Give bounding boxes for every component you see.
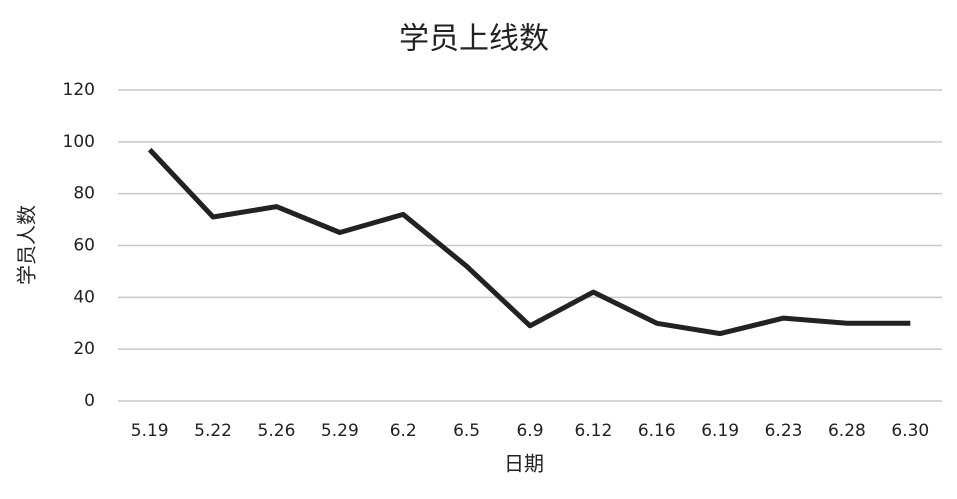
- y-tick-label: 100: [63, 132, 95, 152]
- y-tick-label: 20: [73, 339, 95, 359]
- x-tick-label: 6.30: [891, 421, 929, 441]
- chart-title: 学员上线数: [399, 22, 549, 57]
- y-axis-label: 学员人数: [15, 205, 39, 285]
- data-line: [147, 147, 911, 337]
- x-tick-label: 6.28: [828, 421, 866, 441]
- y-tick-label: 120: [63, 80, 95, 100]
- x-tick-label: 6.19: [701, 421, 739, 441]
- x-tick-label: 5.29: [321, 421, 359, 441]
- y-tick-label: 40: [73, 287, 95, 307]
- x-tick-label: 6.16: [638, 421, 676, 441]
- x-tick-label: 6.2: [390, 421, 417, 441]
- y-tick-label: 0: [84, 391, 95, 411]
- y-tick-label: 60: [73, 236, 95, 256]
- y-tick-label: 80: [73, 184, 95, 204]
- x-tick-label: 5.26: [258, 421, 296, 441]
- x-tick-label: 6.9: [516, 421, 543, 441]
- x-tick-label: 6.5: [453, 421, 480, 441]
- x-tick-label: 5.22: [194, 421, 232, 441]
- x-tick-label: 6.23: [765, 421, 803, 441]
- x-tick-label: 5.19: [131, 421, 169, 441]
- x-tick-label: 6.12: [574, 421, 612, 441]
- x-axis-label: 日期: [504, 452, 544, 476]
